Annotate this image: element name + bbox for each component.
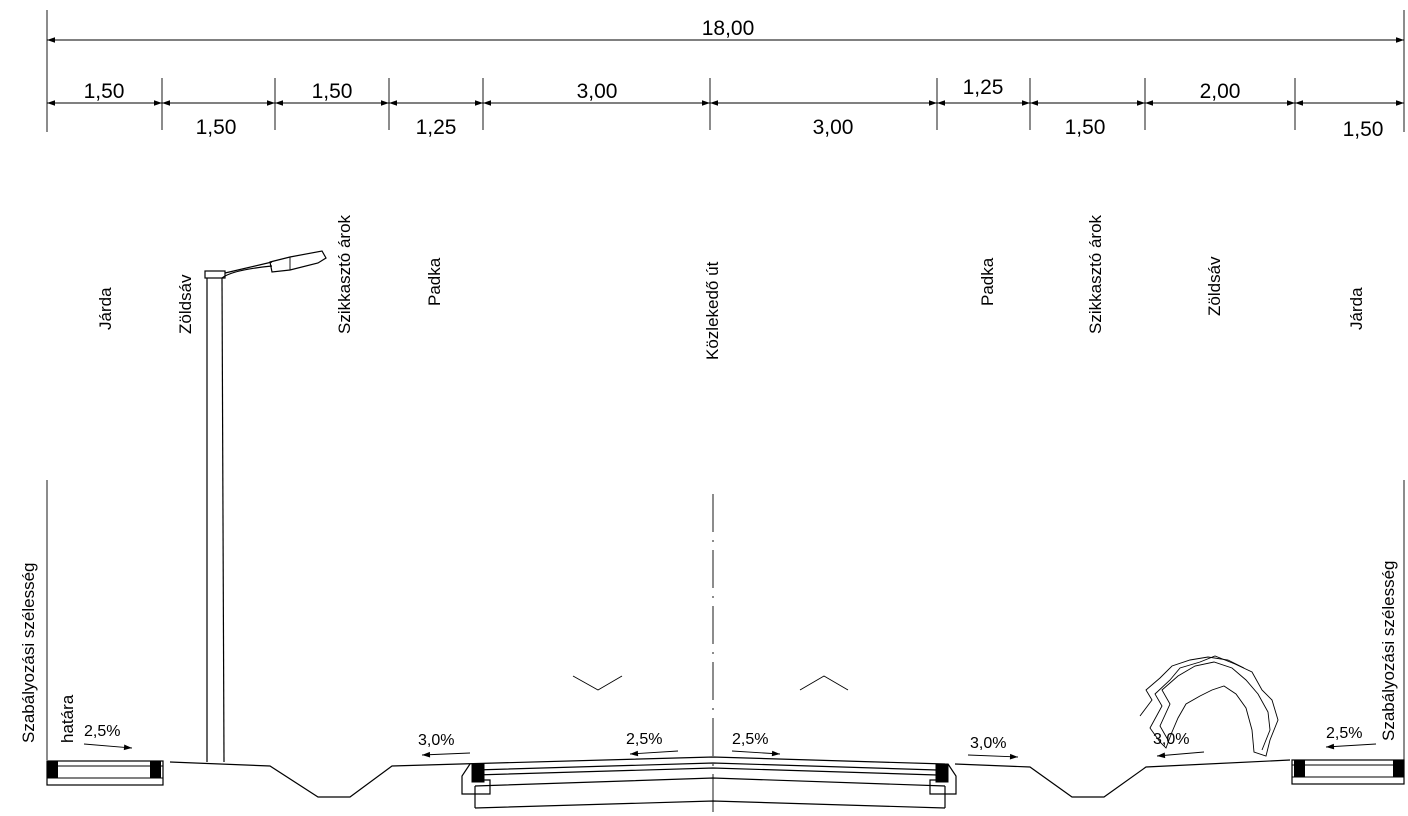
curb-right bbox=[935, 763, 949, 783]
boundary-left-label-2: határa bbox=[58, 694, 77, 743]
slope-label: 3,0% bbox=[1153, 731, 1189, 748]
dimension-label: 1,50 bbox=[1343, 118, 1384, 141]
boundary-right-label: Szabályozási szélesség bbox=[1379, 561, 1398, 741]
view-mark-right bbox=[799, 675, 849, 691]
slope-label: 2,5% bbox=[84, 723, 120, 740]
shrub-icon bbox=[1139, 655, 1279, 757]
slope-label: 2,5% bbox=[1326, 725, 1362, 742]
zone-label-jarda-right: Járda bbox=[1347, 287, 1366, 330]
slope-label: 3,0% bbox=[970, 735, 1006, 752]
slope-road-left: 2,5% bbox=[626, 731, 679, 757]
dimension-label: 3,00 bbox=[813, 116, 854, 139]
dimension-label: 1,50 bbox=[312, 80, 353, 103]
dimension-label: 1,25 bbox=[416, 116, 457, 139]
boundary-left-label: Szabályozási szélesség bbox=[19, 563, 38, 743]
dimension-label: 1,25 bbox=[963, 76, 1004, 99]
slope-sidewalk-left: 2,5% bbox=[83, 723, 133, 751]
dimension-label: 1,50 bbox=[196, 116, 237, 139]
slope-road-right: 2,5% bbox=[731, 731, 781, 757]
street-lamp bbox=[204, 250, 327, 763]
sidewalk-left bbox=[46, 760, 164, 786]
sidewalk-right bbox=[1291, 759, 1405, 785]
zone-label-jarda-left: Járda bbox=[96, 287, 115, 330]
zone-labels: Járda Zöldsáv Szikkasztó árok Padka Közl… bbox=[96, 214, 1366, 360]
view-mark-left bbox=[572, 675, 623, 691]
dimension-label: 2,00 bbox=[1200, 80, 1241, 103]
zone-label-padka-right: Padka bbox=[978, 257, 997, 306]
zone-label-kozlekedo-ut: Közlekedő út bbox=[703, 261, 722, 360]
zone-label-szikkaszto-arok-right: Szikkasztó árok bbox=[1086, 214, 1105, 334]
slope-padka-right: 3,0% bbox=[967, 735, 1019, 760]
total-dimension: 18,00 bbox=[46, 10, 1405, 132]
slope-label: 3,0% bbox=[418, 732, 454, 749]
ground-profile bbox=[169, 759, 1291, 798]
zone-label-szikkaszto-arok-left: Szikkasztó árok bbox=[335, 214, 354, 334]
slope-label: 2,5% bbox=[626, 731, 662, 748]
zone-label-padka-left: Padka bbox=[425, 257, 444, 306]
curb-left bbox=[471, 763, 485, 783]
total-dimension-label: 18,00 bbox=[702, 17, 755, 40]
slope-sidewalk-right: 2,5% bbox=[1325, 725, 1377, 750]
boundary-right: Szabályozási szélesség bbox=[1379, 480, 1405, 760]
slope-padka-left: 3,0% bbox=[418, 732, 471, 758]
segment-dimension-chain: 1,50 1,50 1,50 1,25 3,00 3,00 1,25 1,50 … bbox=[47, 76, 1404, 141]
dimension-label: 3,00 bbox=[577, 80, 618, 103]
boundary-left: Szabályozási szélesség határa bbox=[19, 480, 77, 760]
dimension-label: 1,50 bbox=[1065, 116, 1106, 139]
road-pavement bbox=[459, 756, 957, 809]
slope-zoldsav-right: 3,0% bbox=[1153, 731, 1205, 759]
slope-label: 2,5% bbox=[732, 731, 768, 748]
dimension-label: 1,50 bbox=[84, 80, 125, 103]
zone-label-zoldsav-left: Zöldsáv bbox=[176, 274, 195, 334]
slope-labels: 2,5% 3,0% 2,5% 2,5% 3,0% 3,0% 2,5% bbox=[83, 723, 1377, 760]
zone-label-zoldsav-right: Zöldsáv bbox=[1205, 256, 1224, 316]
